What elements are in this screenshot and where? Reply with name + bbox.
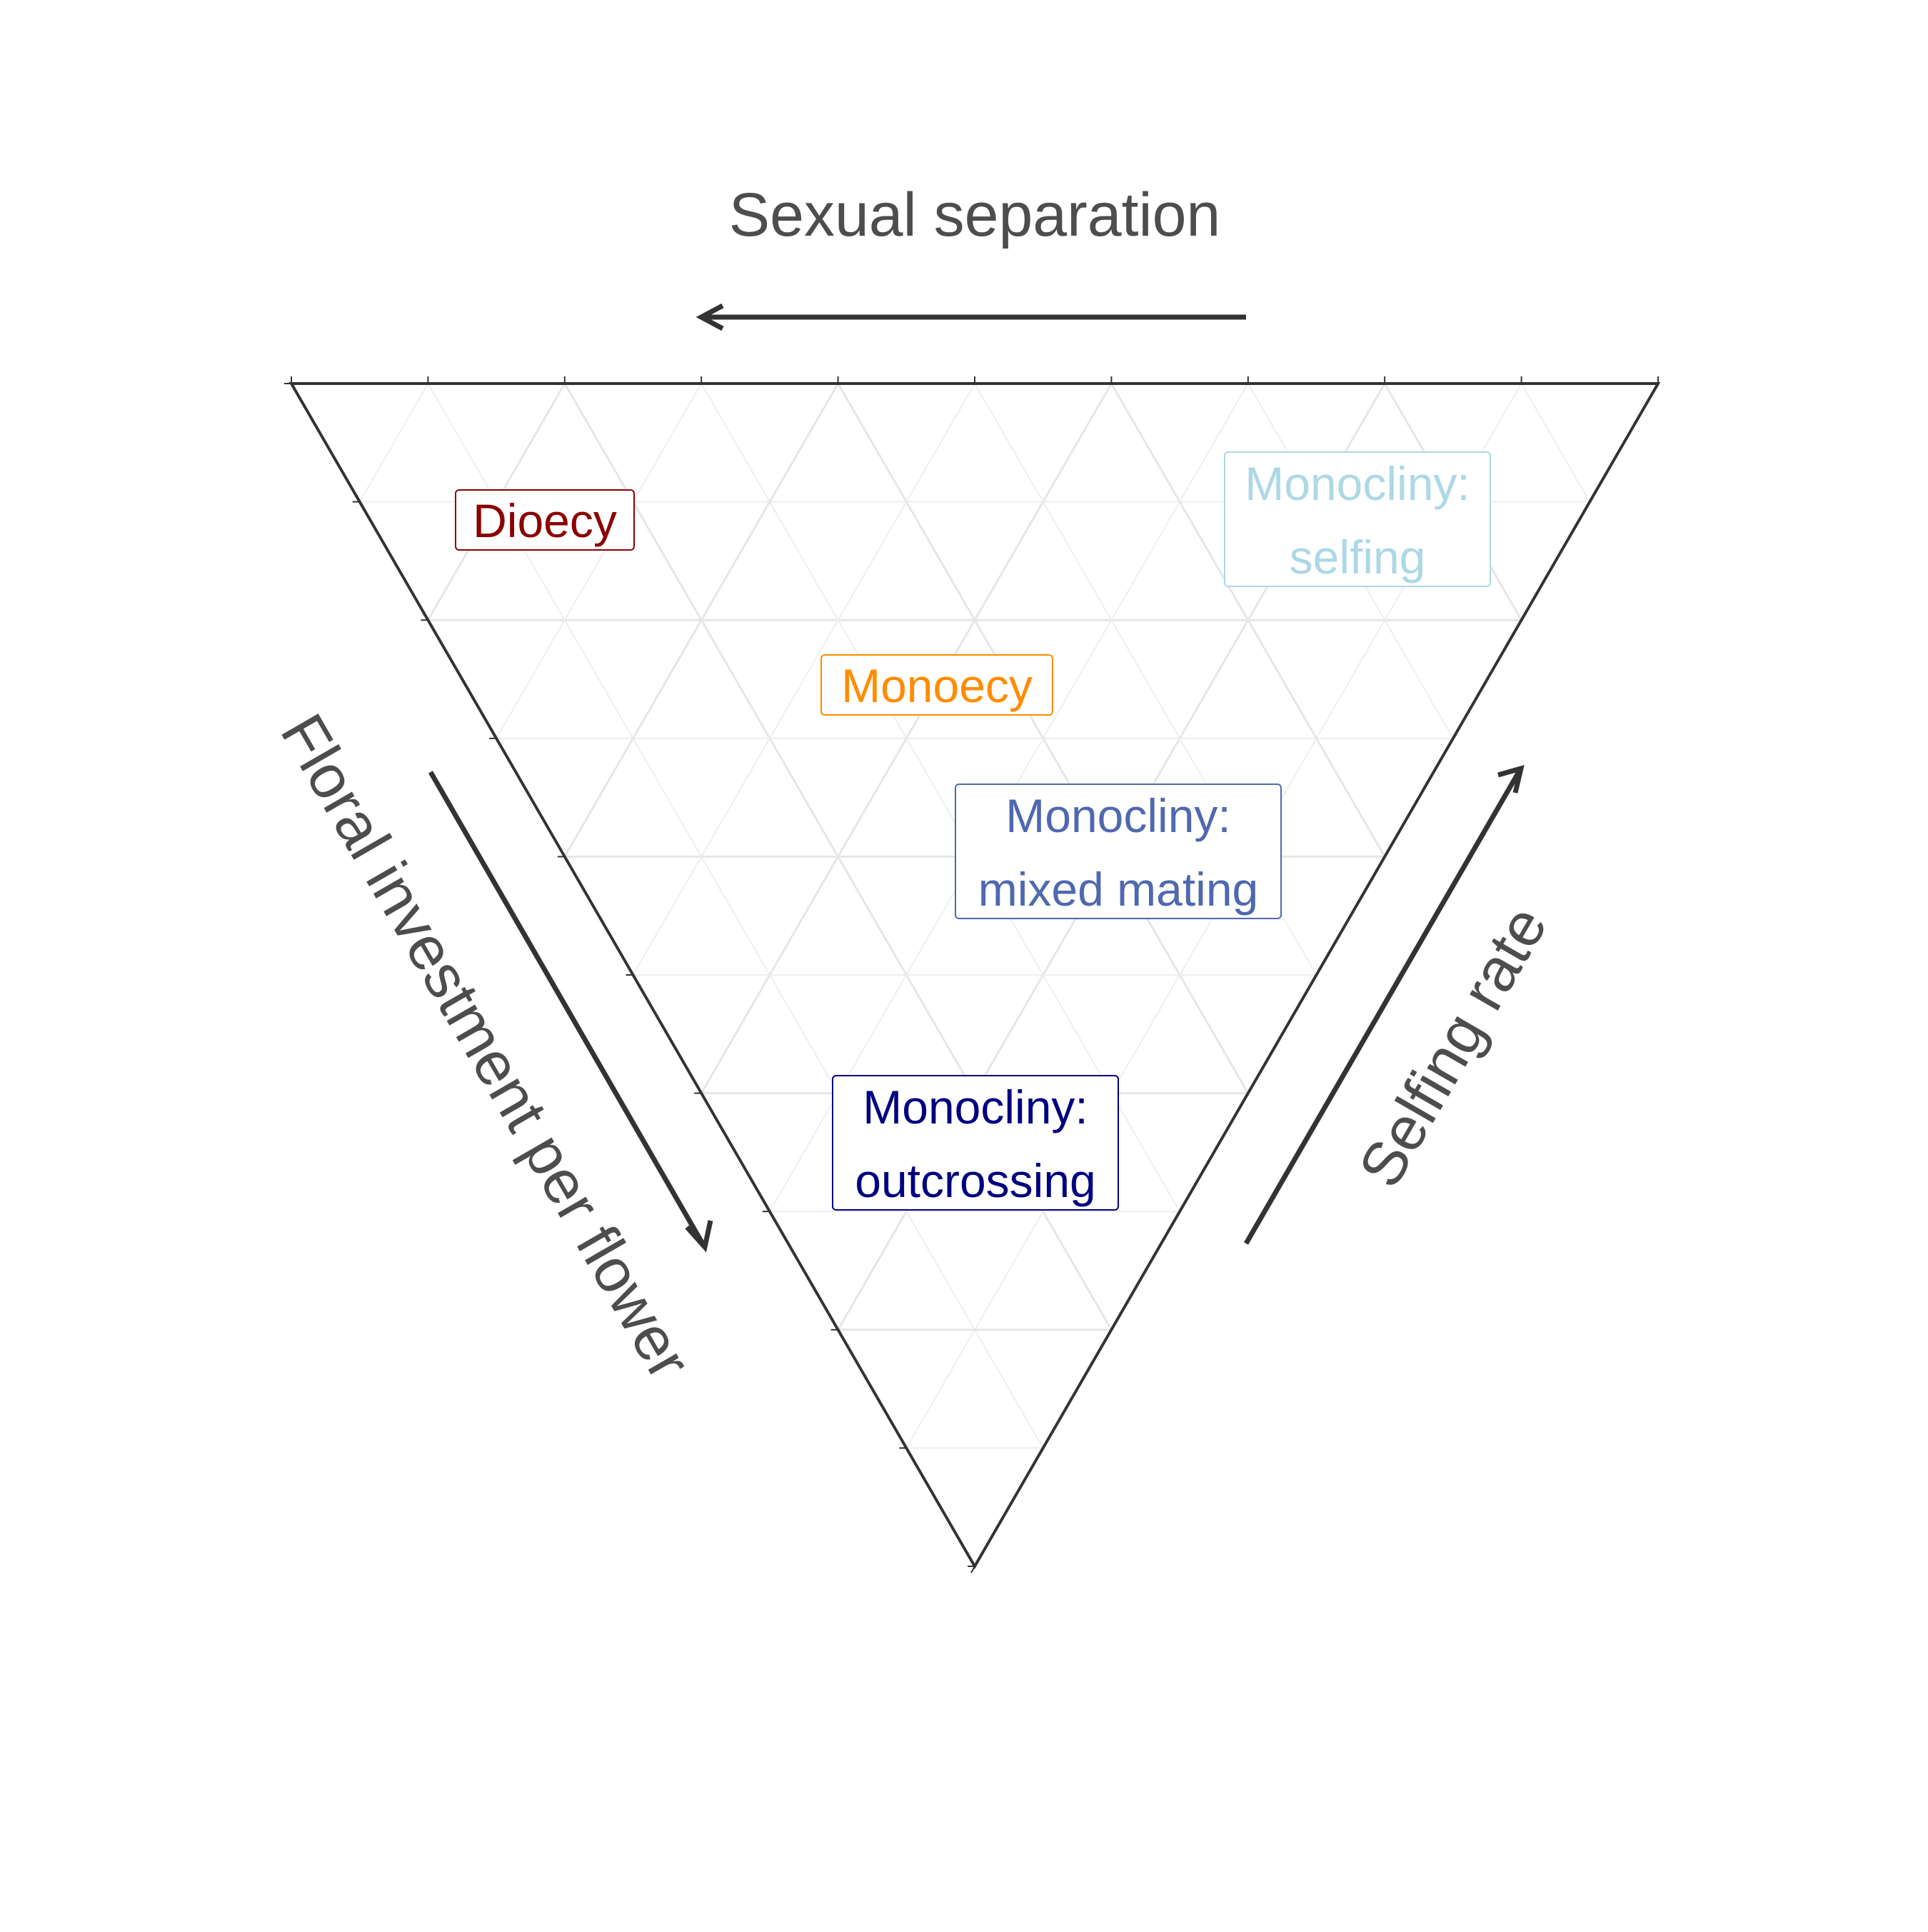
grid-line-left-parallel: [1520, 383, 1591, 503]
left-axis-arrow: [428, 771, 713, 1253]
region-label-monocliny-selfing: Monocliny: selfing: [1224, 451, 1491, 587]
region-label-monocliny-mixed-line2: mixed mating: [978, 863, 1259, 916]
grid-line-left-parallel: [427, 383, 1044, 1448]
region-label-monocliny-mixed-line1: Monocliny:: [1005, 789, 1230, 842]
region-label-monocliny-outcrossing-line1: Monocliny:: [863, 1081, 1088, 1133]
grid-line-left-parallel: [1110, 383, 1386, 858]
triangle-frame: [288, 382, 1661, 1569]
top-axis-arrow: [696, 303, 1246, 331]
region-label-dioecy-text: Dioecy: [473, 494, 617, 547]
region-label-monocliny-outcrossing: Monocliny: outcrossing: [832, 1075, 1119, 1211]
grid-line-right-parallel: [496, 383, 703, 739]
right-axis-arrow: [1243, 765, 1525, 1245]
region-label-monocliny-selfing-line1: Monocliny:: [1245, 457, 1470, 510]
region-label-monocliny-selfing-line2: selfing: [1290, 531, 1426, 584]
grid-line-left-parallel: [701, 383, 1180, 1212]
top-axis-title: Sexual separation: [729, 181, 1220, 249]
region-label-monoecy-text: Monoecy: [841, 659, 1033, 712]
grid-line-right-parallel: [632, 383, 975, 976]
region-label-monoecy: Monoecy: [820, 654, 1053, 716]
grid-line-right-parallel: [358, 383, 429, 503]
grid-line-right-parallel: [563, 383, 839, 858]
region-label-dioecy: Dioecy: [455, 489, 635, 551]
region-label-monocliny-outcrossing-line2: outcrossing: [855, 1154, 1096, 1207]
region-label-monocliny-mixed: Monocliny: mixed mating: [955, 784, 1282, 919]
